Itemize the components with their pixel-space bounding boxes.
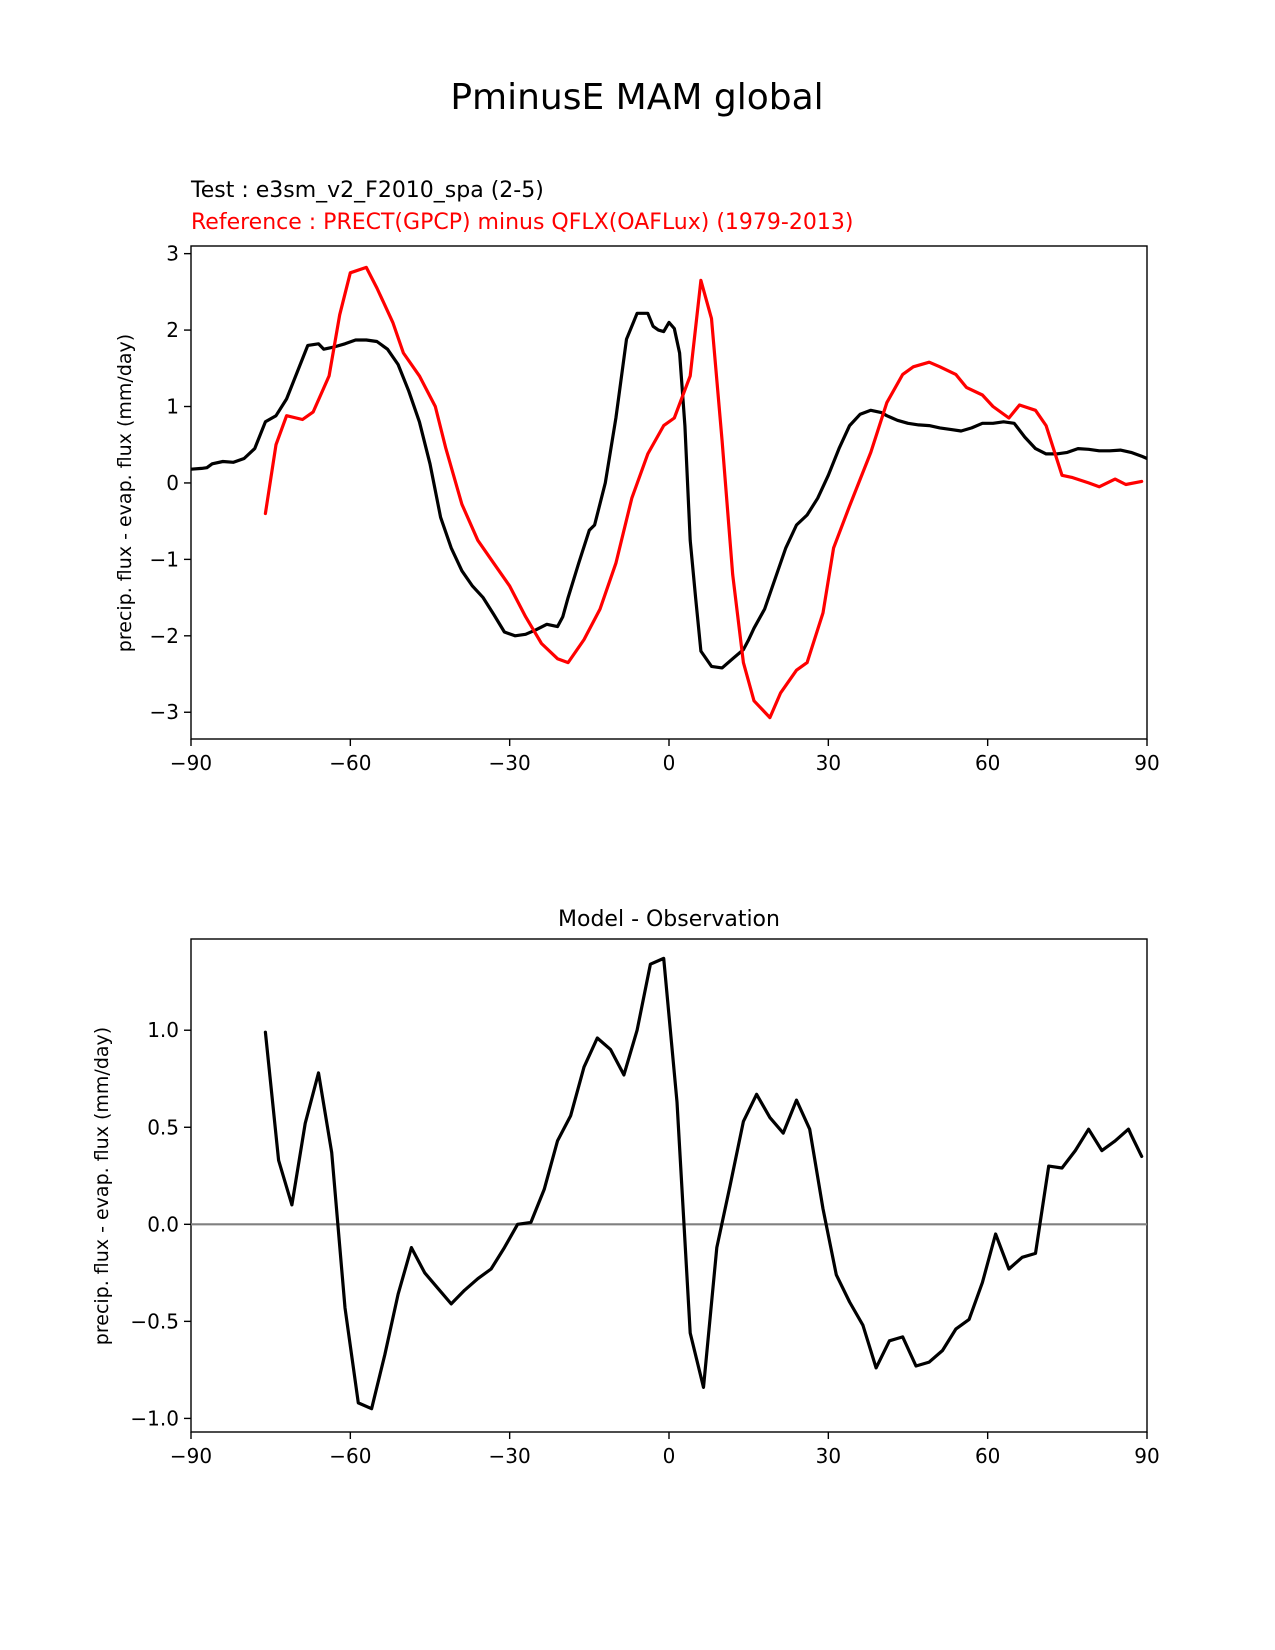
- bottom-x-tick-label: 0: [663, 1444, 676, 1468]
- top-y-tick-label: 1: [166, 395, 179, 419]
- reference-title: Reference : PRECT(GPCP) minus QFLX(OAFLu…: [191, 210, 853, 235]
- top-x-tick-label: −60: [329, 751, 371, 775]
- bottom-y-axis: −1.0 −0.5 0.0 0.5 1.0: [130, 1018, 191, 1430]
- bottom-x-tick-label: −90: [170, 1444, 212, 1468]
- top-series-test-line: [191, 311, 1147, 670]
- top-series-reference-line: [263, 265, 1144, 720]
- bottom-x-tick-label: 90: [1134, 1444, 1159, 1468]
- test-title: Test : e3sm_v2_F2010_spa (2-5): [190, 178, 544, 203]
- top-y-tick-label: −2: [150, 624, 179, 648]
- bottom-y-tick-label: −0.5: [130, 1309, 179, 1333]
- figure-title: PminusE MAM global: [450, 77, 823, 118]
- top-y-tick-label: −1: [150, 547, 179, 571]
- top-x-axis: −90 −60 −30 0 30 60 90: [170, 739, 1160, 775]
- bottom-x-axis: −90 −60 −30 0 30 60 90: [170, 1432, 1160, 1468]
- top-x-tick-label: 60: [975, 751, 1000, 775]
- bottom-y-tick-label: 1.0: [147, 1018, 179, 1042]
- top-y-axis-label: precip. flux - evap. flux (mm/day): [114, 334, 136, 652]
- top-y-tick-label: 2: [166, 318, 179, 342]
- top-x-tick-label: −90: [170, 751, 212, 775]
- bottom-x-tick-label: −60: [329, 1444, 371, 1468]
- top-x-tick-label: 30: [816, 751, 841, 775]
- bottom-y-tick-label: −1.0: [130, 1406, 179, 1430]
- bottom-x-tick-label: −30: [489, 1444, 531, 1468]
- top-x-tick-label: 90: [1134, 751, 1159, 775]
- difference-title: Model - Observation: [558, 907, 780, 932]
- bottom-x-tick-label: 30: [816, 1444, 841, 1468]
- bottom-x-tick-label: 60: [975, 1444, 1000, 1468]
- top-x-tick-label: 0: [663, 751, 676, 775]
- top-y-tick-label: 0: [166, 471, 179, 495]
- top-panel: Test : e3sm_v2_F2010_spa (2-5) Reference…: [114, 178, 1160, 775]
- top-y-tick-label: −3: [150, 700, 179, 724]
- top-y-tick-label: 3: [166, 242, 179, 266]
- top-series-layer: [191, 265, 1147, 720]
- bottom-y-tick-label: 0.5: [147, 1115, 179, 1139]
- bottom-panel: Model - Observation −90 −60 −30 0 30 60 90 −1.…: [91, 907, 1160, 1468]
- bottom-y-axis-label: precip. flux - evap. flux (mm/day): [91, 1027, 113, 1345]
- top-plot-frame: [190, 245, 1148, 740]
- bottom-series-layer: [191, 956, 1147, 1411]
- top-x-tick-label: −30: [489, 751, 531, 775]
- bottom-y-tick-label: 0.0: [147, 1212, 179, 1236]
- top-y-axis: −3 −2 −1 0 1 2 3: [150, 242, 191, 724]
- bottom-series-model-observation-line: [263, 956, 1144, 1411]
